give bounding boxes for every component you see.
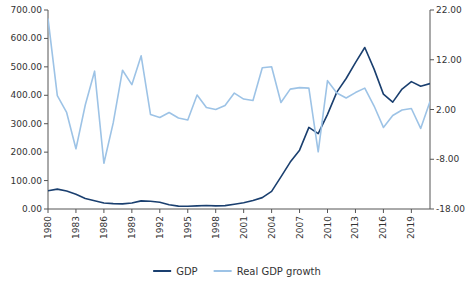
x-tick-label: 1998 — [211, 216, 221, 239]
y2-tick — [430, 209, 434, 210]
y2-tick-label: -18.00 — [436, 204, 465, 214]
x-tick-label: 2019 — [406, 216, 416, 239]
chart-container: 1980 1983 1986 1989 1992 1995 1998 2001 2004 2007… — [0, 0, 474, 281]
legend-swatch — [153, 270, 171, 272]
y-tick-label: 500.00 — [11, 62, 43, 72]
legend-swatch — [214, 270, 232, 272]
x-tick — [327, 209, 328, 213]
x-tick-label: 1980 — [43, 216, 53, 239]
x-tick — [75, 209, 76, 213]
x-tick-label: 1986 — [99, 216, 109, 239]
x-tick — [131, 209, 132, 213]
x-tick-label: 2016 — [378, 216, 388, 239]
y-tick-label: 0.00 — [22, 204, 42, 214]
x-tick-label: 2001 — [239, 216, 249, 239]
x-tick — [243, 209, 244, 213]
legend-item: Real GDP growth — [214, 266, 321, 277]
x-tick — [48, 209, 49, 213]
y2-tick-label: 22.00 — [436, 5, 462, 15]
chart-svg: 1980 1983 1986 1989 1992 1995 1998 2001 2004 2007… — [0, 0, 474, 281]
x-tick — [103, 209, 104, 213]
y-axis-line — [48, 10, 49, 209]
y-tick — [44, 38, 48, 39]
legend-item: GDP — [153, 266, 197, 277]
y-tick-label: 100.00 — [11, 176, 43, 186]
y-tick — [44, 209, 48, 210]
x-tick-label: 1989 — [127, 216, 137, 239]
x-tick-label: 1983 — [71, 216, 81, 239]
series-line — [48, 48, 430, 207]
legend-label: Real GDP growth — [237, 266, 321, 277]
y2-tick — [430, 59, 434, 60]
x-tick — [411, 209, 412, 213]
y-tick-label: 400.00 — [11, 90, 43, 100]
y-tick-label: 700.00 — [11, 5, 43, 15]
y2-tick — [430, 159, 434, 160]
axes: 1980 1983 1986 1989 1992 1995 1998 2001 2004 2007… — [11, 5, 466, 239]
x-tick — [299, 209, 300, 213]
y-tick-label: 600.00 — [11, 33, 43, 43]
plot-area — [48, 18, 430, 206]
legend: GDP Real GDP growth — [153, 266, 321, 277]
y2-tick-label: 2.00 — [436, 105, 456, 115]
x-tick-label: 2010 — [323, 216, 333, 239]
x-tick-label: 2004 — [267, 216, 277, 239]
legend-label: GDP — [176, 266, 197, 277]
y-tick — [44, 123, 48, 124]
y-tick-label: 200.00 — [11, 147, 43, 157]
x-tick — [355, 209, 356, 213]
x-tick-label: 1992 — [155, 216, 165, 239]
x-axis-line — [48, 209, 430, 210]
y2-tick-label: 12.00 — [436, 55, 462, 65]
y2-tick — [430, 109, 434, 110]
x-tick — [187, 209, 188, 213]
x-tick-label: 2007 — [295, 216, 305, 239]
series-line — [48, 18, 430, 163]
y-tick — [44, 95, 48, 96]
y-tick — [44, 66, 48, 67]
x-tick — [159, 209, 160, 213]
y-tick — [44, 180, 48, 181]
y-tick — [44, 152, 48, 153]
y2-tick-label: -8.00 — [436, 154, 460, 164]
x-tick-label: 2013 — [350, 216, 360, 239]
y-tick — [44, 10, 48, 11]
x-tick — [271, 209, 272, 213]
y-tick-label: 300.00 — [11, 119, 43, 129]
x-tick — [383, 209, 384, 213]
y2-tick — [430, 10, 434, 11]
x-tick — [215, 209, 216, 213]
background — [0, 0, 474, 281]
x-tick-label: 1995 — [183, 216, 193, 239]
